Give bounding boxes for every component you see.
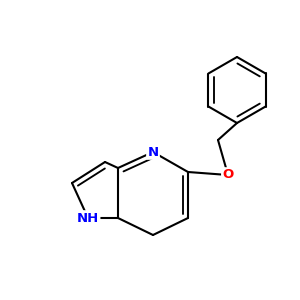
Text: O: O xyxy=(222,169,234,182)
Text: NH: NH xyxy=(77,212,99,224)
Text: N: N xyxy=(147,146,159,158)
